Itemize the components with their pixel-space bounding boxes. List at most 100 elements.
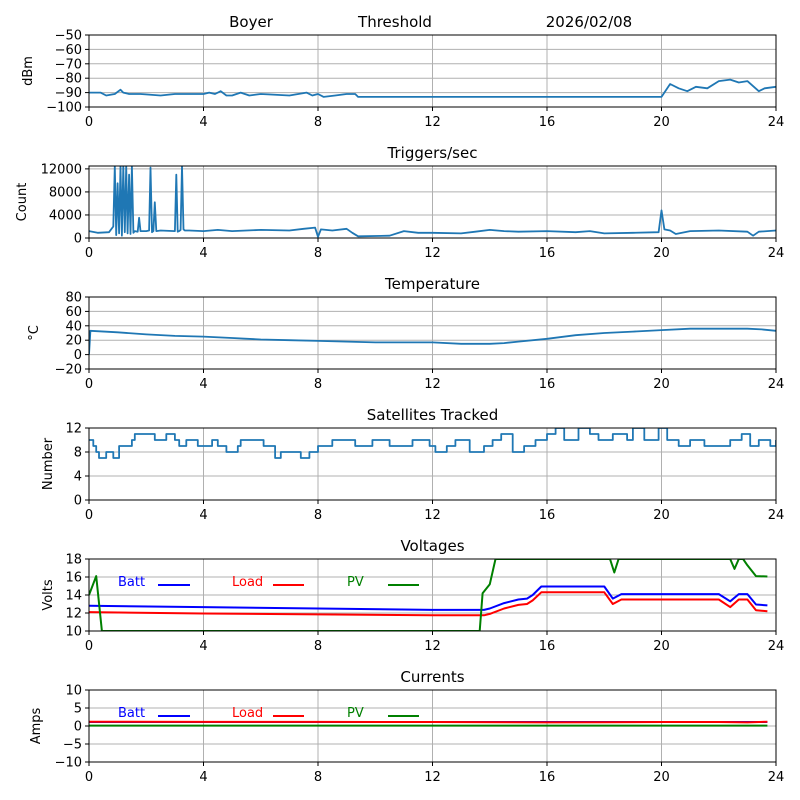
x-tick-label: 0 [85,639,93,654]
y-tick-label: 5 [74,702,82,717]
x-tick-label: 20 [653,639,670,654]
figure-header: Boyer Threshold 2026/02/08 [229,13,632,31]
panel-triggers: 0 4 8 12 16 20 24 0 4000 8000 12000 Triggers/sec Cou… [15,144,784,261]
legend: Batt Load PV [118,575,419,590]
y-tick-label: 0 [74,348,82,363]
y-tick-label: −80 [55,72,82,87]
x-tick-label: 20 [653,115,670,130]
series-line-batt [89,585,768,611]
x-tick-label: 16 [539,508,556,523]
x-tick-label: 0 [85,508,93,523]
grid-lines [88,427,777,501]
series-group [89,166,776,238]
x-tick-label: 16 [539,246,556,261]
y-axis-label: °C [27,325,42,341]
x-tick-label: 20 [653,377,670,392]
x-tick-label: 4 [199,639,207,654]
x-tick-label: 0 [85,770,93,785]
series-group [89,720,768,727]
y-tick-label: 10 [65,684,82,699]
legend-label-batt: Batt [118,575,145,590]
series-line-satellites [89,428,776,459]
y-tick-label: 20 [65,334,82,349]
y-tick-label: 0 [74,720,82,735]
x-tick-label: 24 [768,770,785,785]
y-tick-label: 80 [65,291,82,306]
y-tick-label: 8 [74,446,82,461]
series-line-triggers [89,166,776,238]
y-tick-label: 60 [65,305,82,320]
panel-currents: 0 4 8 12 16 20 24 −10 −5 0 5 10 Currents Amps Batt Load… [29,668,784,785]
y-tick-label: 40 [65,319,82,334]
y-axis-label: Count [15,183,30,222]
x-tick-label: 20 [653,508,670,523]
x-tick-label: 12 [424,639,441,654]
x-tick-label: 16 [539,639,556,654]
legend-label-load: Load [232,575,263,590]
series-line-temperature [89,327,776,355]
y-tick-label: 8000 [49,185,82,200]
y-tick-label: 10 [65,625,82,640]
series-group [89,327,776,355]
y-tick-label: 0 [74,494,82,509]
grid-lines [88,166,777,239]
y-axis-label: Number [41,437,56,490]
x-tick-label: 4 [199,508,207,523]
y-tick-label: 14 [65,589,82,604]
panel-rssi: 0 4 8 12 16 20 24 −100−90−80−70−60−50 dBm [21,29,784,131]
x-tick-label: 8 [314,639,322,654]
series-group [89,559,768,631]
legend-label-pv: PV [347,575,364,590]
x-tick-label: 12 [424,770,441,785]
panel-title: Temperature [384,275,480,293]
x-tick-label: 8 [314,246,322,261]
y-tick-label: −10 [55,756,82,771]
x-tick-label: 0 [85,246,93,261]
y-tick-label: −50 [55,29,82,44]
panel-title: Voltages [400,537,464,555]
y-axis-label: dBm [21,56,36,86]
panel-title: Triggers/sec [387,144,478,162]
x-tick-label: 12 [424,246,441,261]
series-line-load [89,591,768,617]
x-tick-label: 4 [199,115,207,130]
y-tick-label: 4000 [49,208,82,223]
y-tick-label: 12 [65,607,82,622]
y-axis-label: Amps [29,707,44,744]
legend-label-pv: PV [347,706,364,721]
y-tick-label: −20 [55,363,82,378]
legend-label-batt: Batt [118,706,145,721]
series-line-rssi [89,78,776,98]
x-tick-label: 0 [85,377,93,392]
panel-title: Satellites Tracked [367,406,498,424]
x-tick-label: 12 [424,508,441,523]
x-tick-label: 0 [85,115,93,130]
x-tick-label: 20 [653,246,670,261]
series-line-pv [89,559,768,631]
legend: Batt Load PV [118,706,419,721]
panel-title: Currents [400,668,464,686]
y-tick-label: −60 [55,43,82,58]
x-tick-label: 16 [539,770,556,785]
y-tick-label: 12000 [41,162,82,177]
series-group [89,428,776,459]
y-axis-label: Volts [41,579,56,611]
y-tick-label: 12 [65,422,82,437]
y-tick-label: 18 [65,553,82,568]
x-tick-label: 12 [424,115,441,130]
y-tick-label: 0 [74,232,82,247]
x-tick-label: 24 [768,115,785,130]
header-date: 2026/02/08 [546,13,632,31]
x-tick-label: 16 [539,115,556,130]
x-tick-label: 8 [314,377,322,392]
series-group [89,78,776,98]
x-tick-label: 24 [768,639,785,654]
legend-label-load: Load [232,706,263,721]
series-line-load [89,720,768,724]
y-tick-label: −90 [55,86,82,101]
header-station: Boyer [229,13,274,31]
y-tick-label: −100 [46,101,82,116]
panel-satellites: 0 4 8 12 16 20 24 0 4 8 12 Satellites Tracked Number [41,406,784,523]
